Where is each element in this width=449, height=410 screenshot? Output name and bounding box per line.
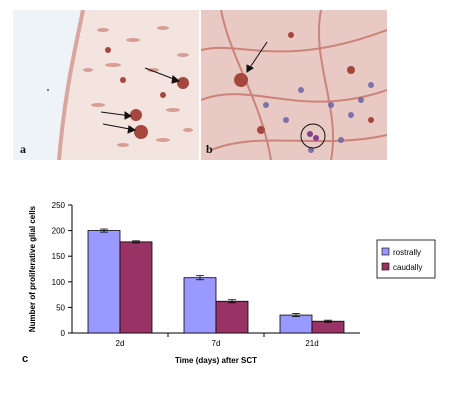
y-tick-label: 50 bbox=[56, 303, 65, 312]
bar-rostrally bbox=[279, 314, 313, 334]
bar-caudally bbox=[119, 241, 153, 334]
bar-chart: 0 50 100 150 200 250 2d 7d 21d Number of prolifer… bbox=[28, 201, 436, 365]
bar-caudally bbox=[311, 320, 345, 334]
y-tick-label: 150 bbox=[52, 252, 66, 261]
y-tick-label: 0 bbox=[61, 329, 66, 338]
x-tick-label: 21d bbox=[305, 339, 318, 348]
y-tick-label: 200 bbox=[52, 227, 66, 236]
micrograph-a-image bbox=[13, 10, 199, 160]
bar-rostrally bbox=[87, 230, 121, 334]
bar-caudally bbox=[215, 300, 249, 334]
y-tick-label: 100 bbox=[52, 278, 66, 287]
legend-label-rostrally: rostrally bbox=[393, 248, 421, 257]
panel-label-b: b bbox=[206, 142, 213, 156]
legend-swatch-rostrally bbox=[381, 247, 390, 256]
panel-label-c: c bbox=[22, 353, 29, 365]
legend-label-caudally: caudally bbox=[393, 263, 422, 272]
panel-label-a: a bbox=[20, 142, 26, 156]
micrograph-panel-b: b bbox=[201, 10, 387, 160]
bar-rostrally bbox=[183, 277, 217, 334]
y-tick-label: 250 bbox=[52, 201, 66, 210]
legend-swatch-caudally bbox=[381, 262, 390, 271]
legend-box bbox=[376, 239, 436, 279]
x-tick-label: 7d bbox=[212, 339, 221, 348]
x-tick-label: 2d bbox=[116, 339, 125, 348]
micrograph-b-image bbox=[201, 10, 387, 160]
micrograph-panel-a: a bbox=[13, 10, 199, 160]
x-axis-title: Time (days) after SCT bbox=[175, 356, 257, 365]
y-axis-title: Number of proliferative glial cells bbox=[28, 205, 37, 332]
